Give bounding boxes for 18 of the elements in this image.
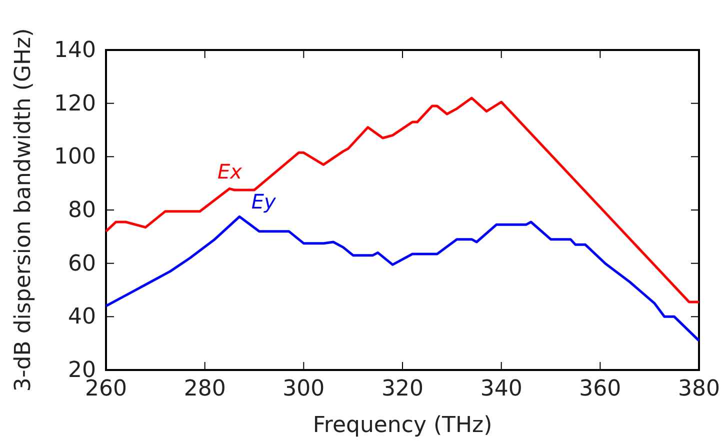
series-label: Ex	[218, 160, 242, 184]
x-tick-label: 320	[382, 376, 424, 402]
x-tick-label: 280	[184, 376, 226, 402]
y-tick-label: 140	[54, 38, 96, 64]
y-tick-label: 100	[54, 144, 96, 170]
y-tick-label: 80	[68, 198, 96, 224]
line-series	[104, 215, 700, 342]
x-tick-label: 380	[678, 376, 720, 402]
x-tick-label: 360	[579, 376, 622, 402]
y-axis-title: 3-dB dispersion bandwidth (GHz)	[11, 28, 36, 392]
line-series	[104, 96, 700, 304]
y-tick-label: 40	[68, 304, 96, 330]
series-label: Ey	[251, 190, 278, 214]
x-tick-label: 340	[480, 376, 522, 402]
x-tick-label: 300	[282, 376, 325, 402]
y-tick-label: 60	[68, 251, 96, 276]
x-axis-title: Frequency (THz)	[312, 413, 492, 438]
y-tick-label: 120	[54, 91, 96, 116]
